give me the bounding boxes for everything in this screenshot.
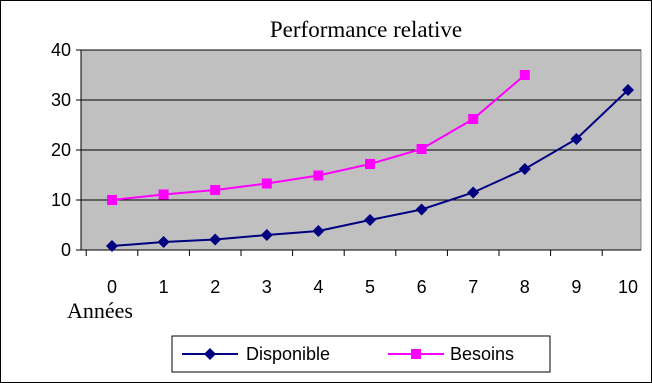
point-besoins-3: [261, 178, 272, 189]
y-tick-label-40: 40: [51, 40, 71, 60]
y-tick-label-20: 20: [51, 140, 71, 160]
x-tick-label-3: 3: [262, 277, 272, 297]
x-tick-label-0: 0: [107, 277, 117, 297]
legend-marker-besoins: [411, 349, 421, 359]
point-besoins-6: [416, 144, 427, 154]
gridlines: [81, 49, 641, 201]
point-disponible-5: [364, 214, 376, 226]
x-tick-label-2: 2: [210, 277, 220, 297]
point-besoins-1: [158, 189, 169, 200]
point-disponible-1: [157, 236, 170, 248]
x-tick-label-8: 8: [520, 277, 530, 297]
legend-label-disponible: Disponible: [246, 344, 330, 364]
point-disponible-8: [518, 163, 531, 175]
point-besoins-4: [313, 170, 324, 181]
x-tick-label-9: 9: [571, 277, 581, 297]
legend-label-besoins: Besoins: [450, 344, 514, 364]
x-tick-label-6: 6: [417, 277, 427, 297]
x-tick-label-10: 10: [618, 277, 638, 297]
legend: Disponible Besoins: [171, 335, 551, 373]
x-axis-label: Années: [67, 298, 133, 323]
x-tick-label-7: 7: [468, 277, 478, 297]
point-besoins-7: [468, 114, 479, 124]
point-besoins-0: [107, 195, 117, 205]
axes: 0 10 20 30 40 0 1 2 3 4 5 6 7 8 9 10: [51, 40, 641, 297]
y-tick-label-0: 0: [61, 240, 71, 260]
point-disponible-6: [415, 203, 428, 216]
point-disponible-2: [209, 233, 222, 246]
chart-title: Performance relative: [270, 17, 462, 42]
x-tick-label-1: 1: [159, 277, 169, 297]
point-disponible-9: [570, 133, 583, 145]
point-disponible-10: [622, 84, 634, 96]
x-tick-label-4: 4: [313, 277, 323, 297]
point-besoins-5: [365, 159, 375, 169]
y-tick-label-30: 30: [51, 90, 71, 110]
point-disponible-0: [106, 240, 118, 252]
point-disponible-4: [312, 225, 325, 237]
series-layer: [106, 70, 634, 252]
point-besoins-2: [210, 185, 221, 195]
point-disponible-3: [260, 229, 273, 241]
point-besoins-8: [519, 70, 530, 80]
y-tick-label-10: 10: [51, 190, 71, 210]
point-disponible-7: [467, 186, 480, 199]
x-tick-label-5: 5: [365, 277, 375, 297]
legend-marker-disponible: [204, 348, 216, 360]
